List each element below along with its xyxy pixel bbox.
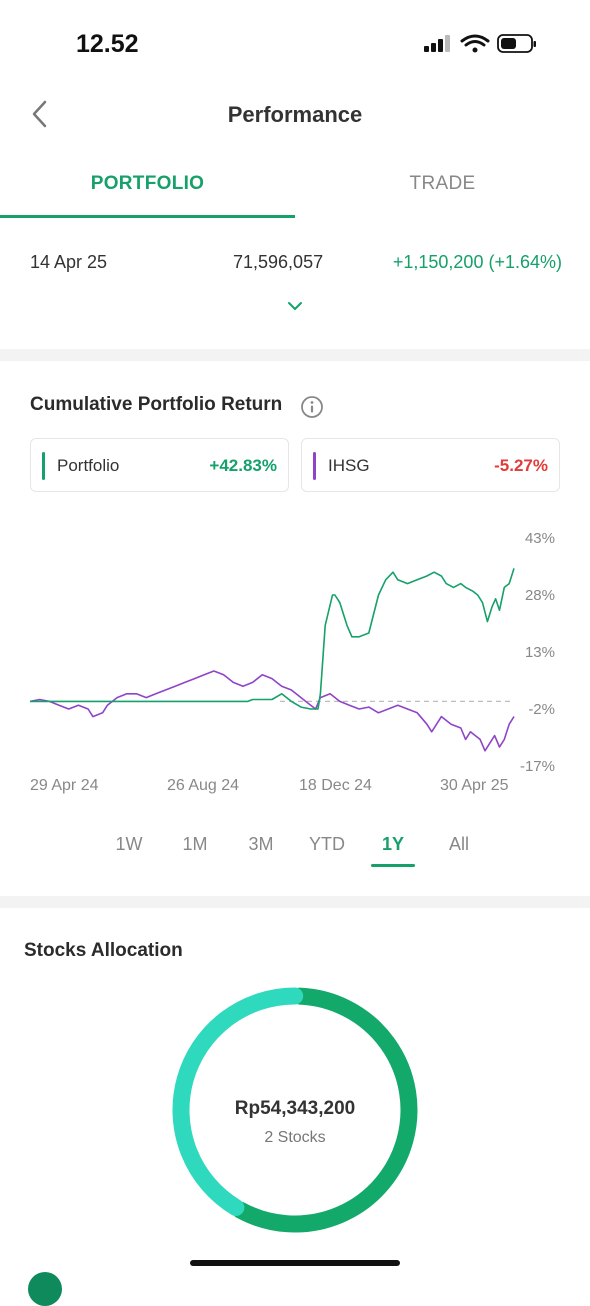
wifi-icon bbox=[460, 34, 490, 53]
y-tick-label: 43% bbox=[525, 530, 555, 547]
page-title: Performance bbox=[227, 102, 363, 127]
range-active-underline bbox=[371, 864, 415, 867]
tab-bar: PORTFOLIO TRADE bbox=[0, 160, 590, 220]
y-tick-label: -17% bbox=[520, 758, 555, 775]
range-ytd[interactable]: YTD bbox=[309, 834, 345, 854]
status-bar: 12.52 bbox=[0, 0, 590, 80]
summary-date: 14 Apr 25 bbox=[30, 252, 108, 272]
stock-avatar bbox=[28, 1272, 62, 1306]
tab-portfolio[interactable]: PORTFOLIO bbox=[90, 173, 205, 194]
summary-change: +1,150,200 (+1.64%) bbox=[392, 252, 562, 272]
x-tick-label: 30 Apr 25 bbox=[440, 777, 509, 794]
legend-name: IHSG bbox=[328, 456, 370, 475]
chevron-left-icon bbox=[32, 100, 47, 128]
series-line-ihsg bbox=[29, 670, 515, 752]
tab-trade[interactable]: TRADE bbox=[409, 173, 476, 194]
legend-color-bar bbox=[42, 452, 45, 480]
return-chart[interactable]: 43% 28% 13% -2% -17% 29 Apr 24 26 Aug 24 18 Dec… bbox=[0, 520, 590, 810]
back-button[interactable] bbox=[26, 96, 56, 132]
expand-button[interactable] bbox=[283, 296, 307, 316]
tab-indicator bbox=[0, 215, 295, 218]
range-selector: 1W 1M 3M YTD 1Y All bbox=[96, 830, 496, 870]
legend-color-bar bbox=[313, 452, 316, 480]
summary-row: 14 Apr 25 71,596,057 +1,150,200 (+1.64%) bbox=[30, 252, 562, 276]
section-divider bbox=[0, 349, 590, 361]
signal-icon bbox=[424, 35, 450, 52]
y-tick-label: 28% bbox=[525, 587, 555, 604]
summary-value: 71,596,057 bbox=[233, 252, 324, 272]
battery-icon bbox=[497, 34, 536, 53]
legend-value: +42.83% bbox=[209, 456, 277, 475]
x-tick-label: 26 Aug 24 bbox=[167, 777, 239, 794]
info-icon[interactable] bbox=[300, 395, 324, 419]
allocation-title: Stocks Allocation bbox=[24, 940, 183, 961]
allocation-total: Rp54,343,200 bbox=[234, 1098, 356, 1119]
y-tick-label: 13% bbox=[525, 644, 555, 661]
legend-card-portfolio[interactable]: Portfolio +42.83% bbox=[30, 438, 289, 492]
series-line-portfolio bbox=[30, 568, 515, 710]
range-1w[interactable]: 1W bbox=[115, 834, 143, 854]
x-tick-label: 18 Dec 24 bbox=[299, 777, 372, 794]
range-all[interactable]: All bbox=[448, 834, 469, 854]
legend-name: Portfolio bbox=[57, 456, 120, 475]
home-indicator bbox=[190, 1260, 400, 1266]
chevron-down-icon bbox=[288, 302, 302, 310]
legend-value: -5.27% bbox=[494, 456, 548, 475]
range-1y[interactable]: 1Y bbox=[381, 834, 405, 854]
status-icons bbox=[424, 34, 536, 53]
range-3m[interactable]: 3M bbox=[248, 834, 274, 854]
range-1m[interactable]: 1M bbox=[182, 834, 208, 854]
x-tick-label: 29 Apr 24 bbox=[30, 777, 99, 794]
allocation-count: 2 Stocks bbox=[264, 1129, 326, 1146]
donut-slice-1[interactable] bbox=[231, 987, 418, 1233]
status-time: 12.52 bbox=[76, 30, 139, 58]
section-divider bbox=[0, 896, 590, 908]
allocation-donut[interactable] bbox=[160, 975, 430, 1245]
legend-card-ihsg[interactable]: IHSG -5.27% bbox=[301, 438, 560, 492]
return-section-title: Cumulative Portfolio Return bbox=[30, 394, 283, 415]
y-tick-label: -2% bbox=[528, 701, 555, 718]
nav-bar: Performance bbox=[0, 84, 590, 144]
donut-slice-2[interactable] bbox=[172, 987, 304, 1216]
